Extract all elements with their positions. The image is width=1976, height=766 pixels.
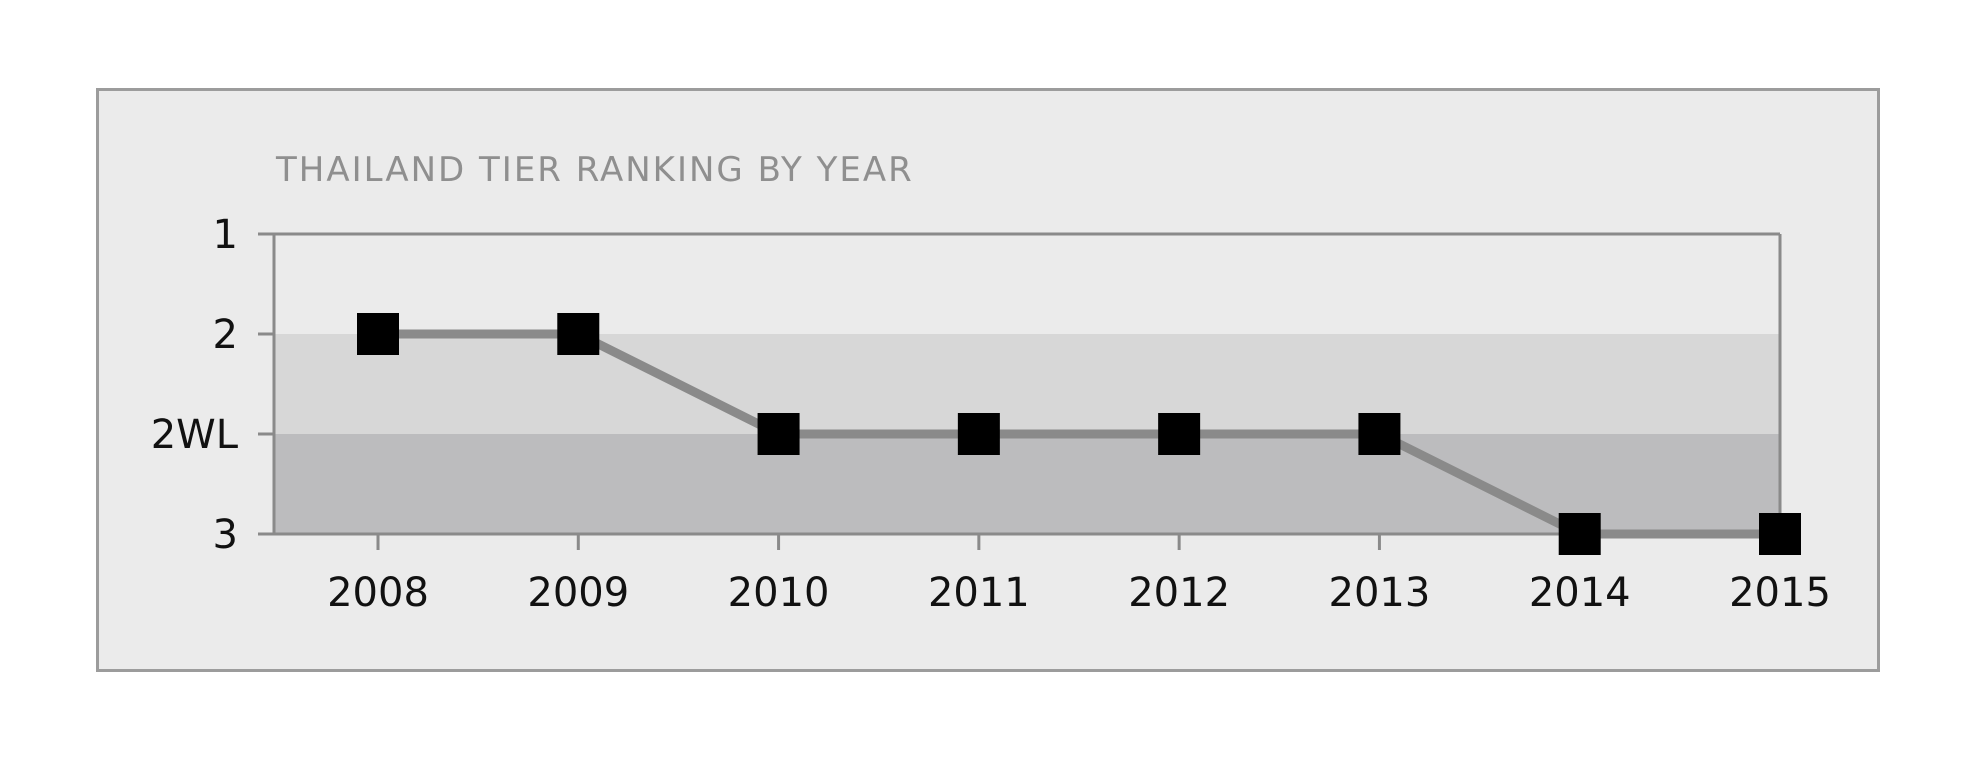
tier-band-1 <box>274 434 1780 534</box>
data-point-2008 <box>357 313 399 355</box>
series-line <box>373 329 1785 539</box>
y-tick-label: 2WL <box>151 412 239 458</box>
x-tick-label: 2010 <box>728 570 830 616</box>
x-tick-labels: 2008 2009 2010 2011 2012 2013 2014 2015 <box>327 570 1831 616</box>
x-tick-label: 2015 <box>1729 570 1831 616</box>
tier-band-0 <box>274 334 1780 434</box>
tier-bands <box>274 334 1780 534</box>
series-markers <box>357 313 1801 555</box>
y-tick-label: 1 <box>213 212 238 258</box>
y-tick-label: 2 <box>213 312 238 358</box>
x-tick-label: 2009 <box>527 570 629 616</box>
data-point-2011 <box>957 413 1000 455</box>
data-point-2010 <box>757 413 800 455</box>
data-point-2012 <box>1158 413 1201 455</box>
x-tick-label: 2014 <box>1529 570 1631 616</box>
data-point-2015 <box>1759 513 1801 555</box>
x-tick-label: 2013 <box>1329 570 1431 616</box>
chart-title: THAILAND TIER RANKING BY YEAR <box>275 150 914 190</box>
y-tick-label: 3 <box>213 512 238 558</box>
x-tick-label: 2012 <box>1128 570 1230 616</box>
data-point-2014 <box>1558 513 1601 555</box>
data-point-2009 <box>557 313 600 355</box>
data-point-2013 <box>1358 413 1401 455</box>
series-line-0 <box>373 329 1785 539</box>
chart-axes <box>258 232 1782 550</box>
x-tick-label: 2011 <box>928 570 1030 616</box>
x-tick-label: 2008 <box>327 570 429 616</box>
y-tick-labels: 1 2 2WL 3 <box>151 212 239 558</box>
